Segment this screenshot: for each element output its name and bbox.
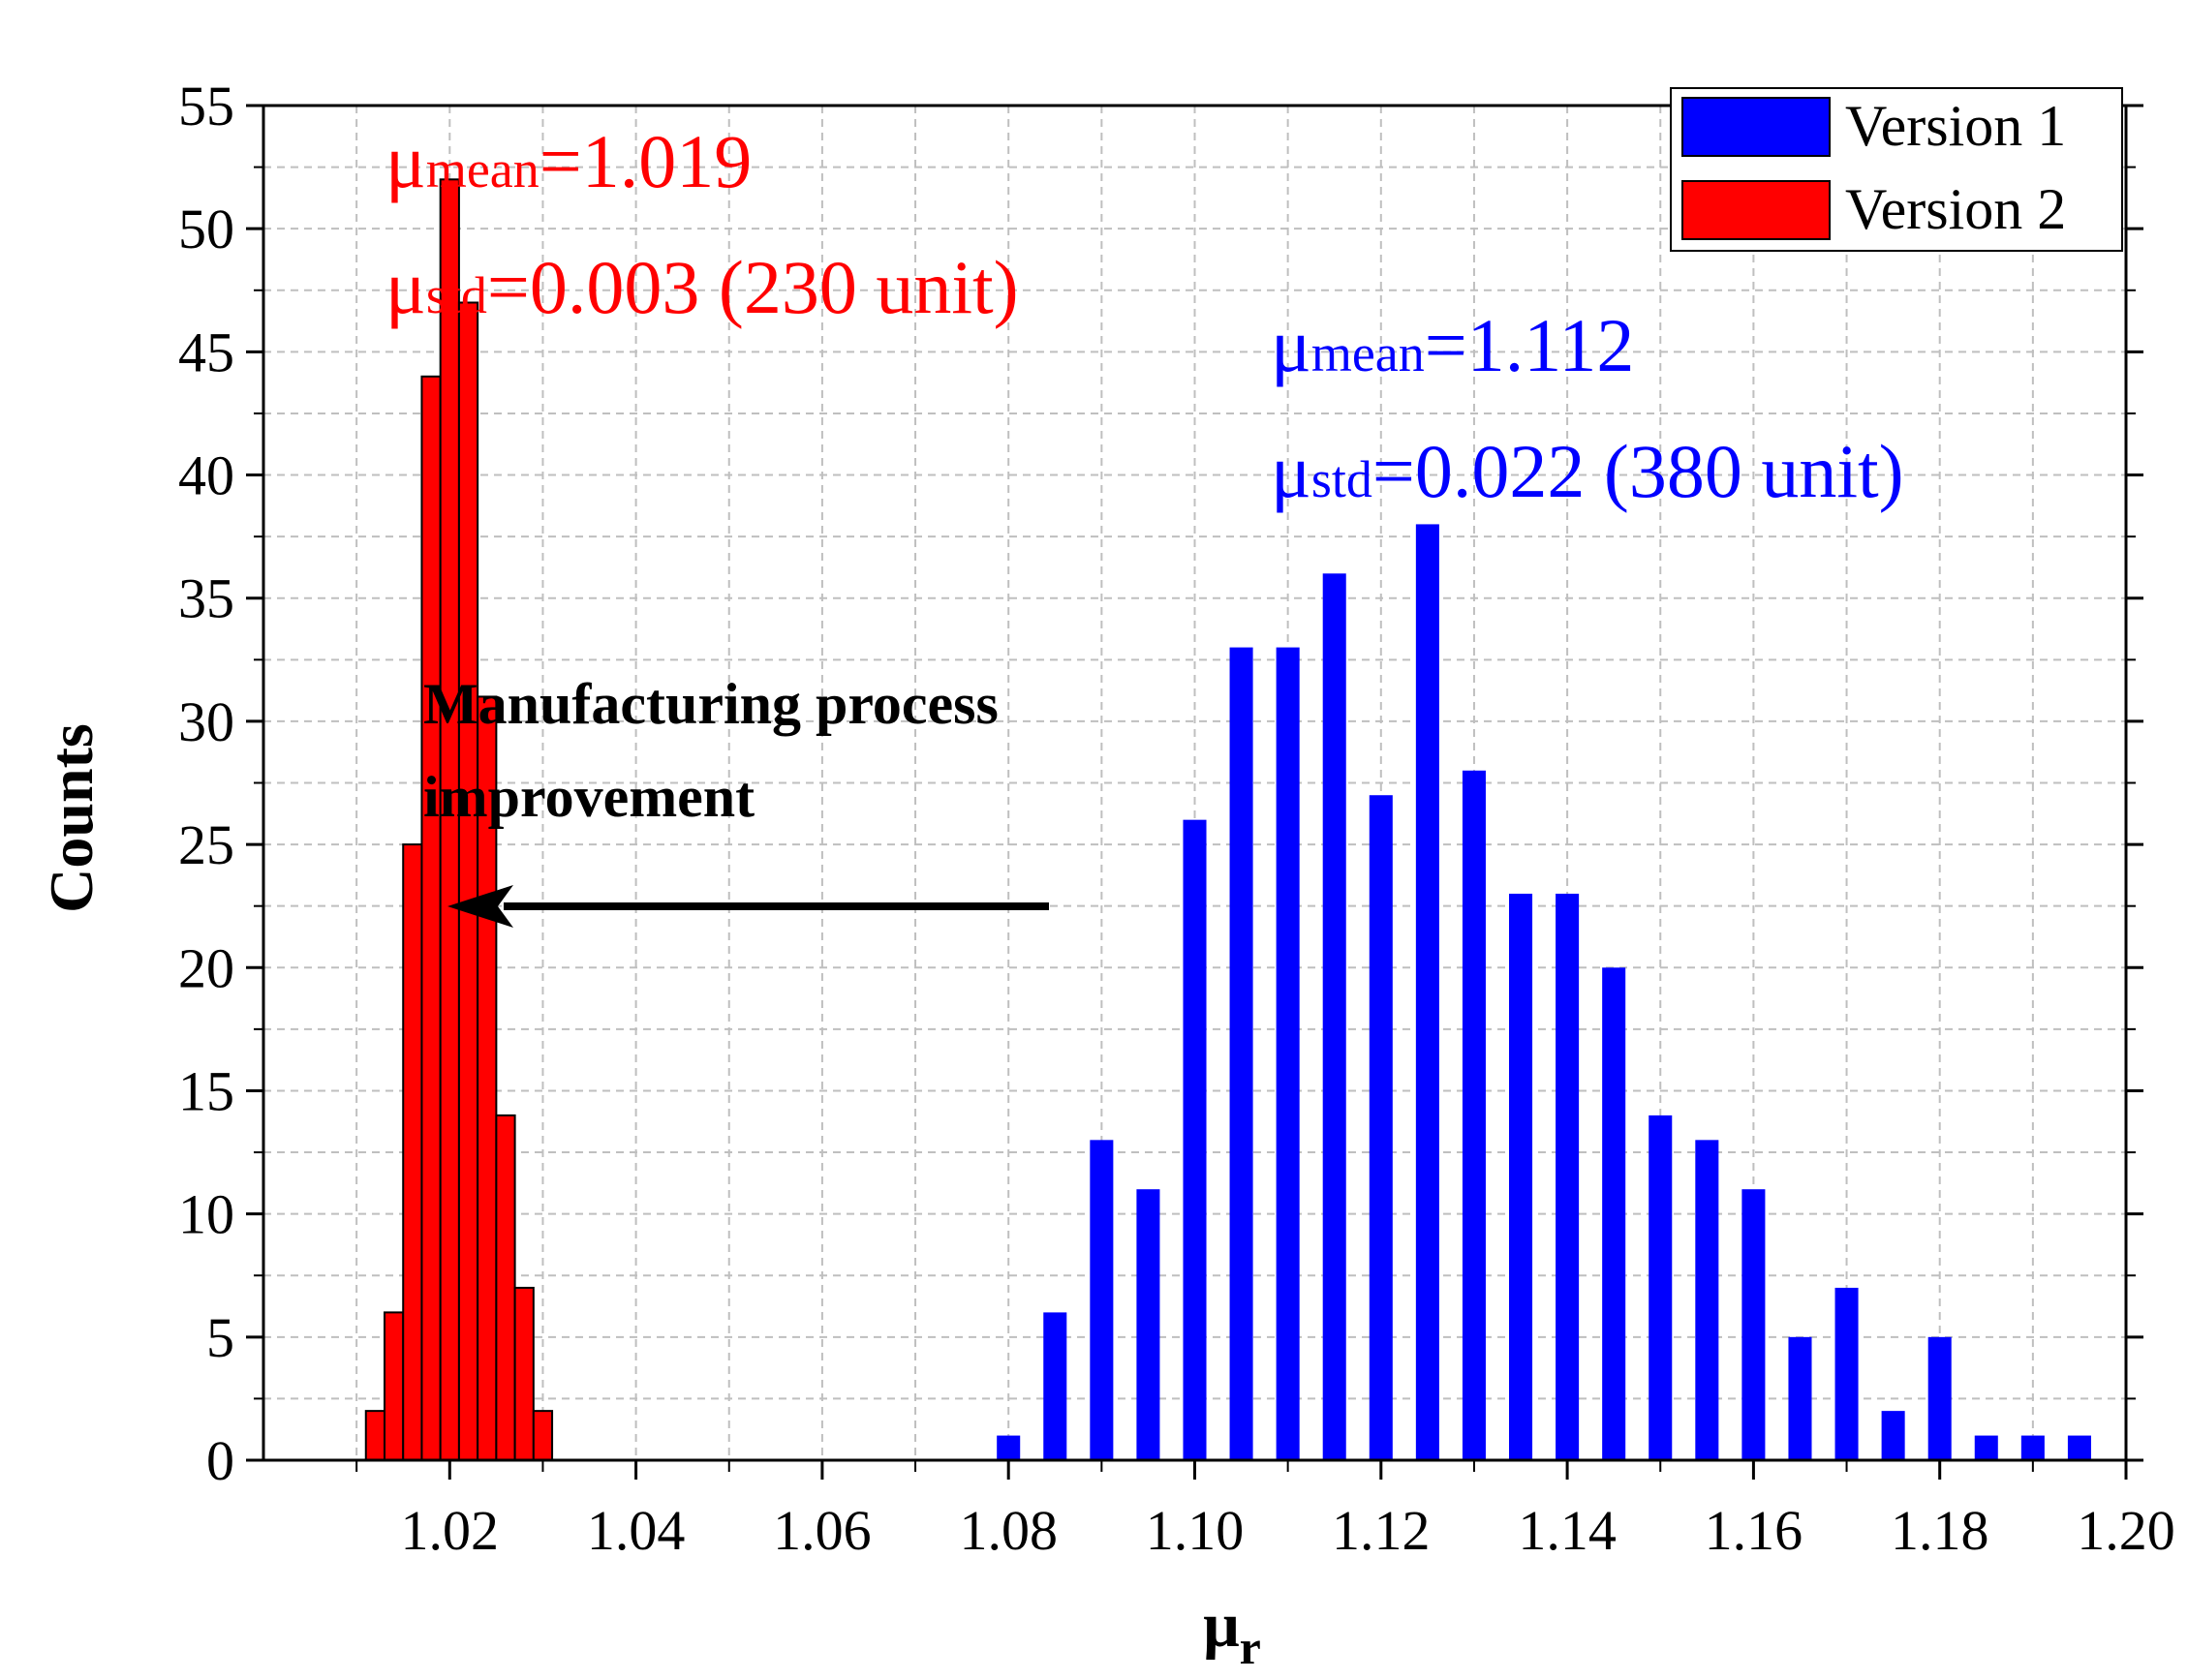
x-tick-label: 1.12 — [1332, 1499, 1431, 1562]
y-tick-label: 55 — [178, 75, 234, 137]
legend-label-version-1: Version 1 — [1845, 94, 2066, 158]
bar-version-1-14 — [1649, 1115, 1673, 1460]
bar-version-2-9 — [532, 1410, 554, 1462]
bar-version-1-21 — [1974, 1435, 1998, 1460]
bar-version-1-16 — [1741, 1189, 1766, 1460]
y-tick-label: 20 — [178, 936, 234, 999]
x-tick-label: 1.18 — [1891, 1499, 1989, 1562]
v1-std-annotation: μstd=0.022 (380 unit) — [1271, 429, 1904, 513]
v2-mean-mu: μ — [385, 119, 426, 203]
bar-version-1-9 — [1415, 524, 1439, 1460]
bar-version-1-11 — [1509, 893, 1533, 1460]
y-tick-label: 45 — [178, 321, 234, 383]
v1-std-value: =0.022 (380 unit) — [1372, 429, 1904, 513]
x-axis-label-sub: r — [1240, 1620, 1261, 1674]
bar-version-1-19 — [1881, 1411, 1905, 1460]
bar-version-1-23 — [2067, 1435, 2091, 1460]
y-tick-label: 0 — [206, 1429, 234, 1492]
bar-version-1-6 — [1276, 647, 1300, 1460]
y-tick-label: 5 — [206, 1306, 234, 1369]
bar-version-1-18 — [1834, 1287, 1859, 1460]
v1-mean-annotation: μmean=1.112 — [1271, 303, 1634, 387]
series-version-1 — [997, 524, 2091, 1460]
v2-std-mu: μ — [385, 245, 426, 329]
axis-ticks — [246, 104, 2143, 1480]
bar-version-1-7 — [1322, 573, 1346, 1460]
series-version-2 — [364, 178, 554, 1462]
y-tick-label: 40 — [178, 444, 234, 507]
y-tick-label: 10 — [178, 1183, 234, 1246]
x-tick-label: 1.02 — [401, 1499, 500, 1562]
x-tick-label: 1.08 — [959, 1499, 1058, 1562]
bar-version-1-17 — [1788, 1336, 1812, 1460]
y-tick-label: 15 — [178, 1059, 234, 1122]
x-axis-label-main: μ — [1203, 1590, 1239, 1661]
bar-version-2-7 — [495, 1114, 516, 1461]
bar-version-1-20 — [1927, 1336, 1952, 1460]
y-axis-label: Counts — [37, 723, 106, 913]
process-arrow — [447, 885, 1049, 928]
bar-version-1-4 — [1183, 819, 1207, 1460]
process-annotation-line-1: Manufacturing process — [423, 672, 999, 736]
v1-std-sub: std — [1311, 450, 1372, 508]
arrow-left-icon — [447, 885, 513, 928]
bar-version-2-8 — [513, 1286, 535, 1461]
y-tick-label: 30 — [178, 690, 234, 753]
bar-version-2-3 — [420, 375, 442, 1461]
bar-version-1-5 — [1229, 647, 1253, 1460]
v2-std-sub: std — [426, 266, 487, 324]
legend: Version 1 Version 2 — [1670, 87, 2123, 252]
legend-label-version-2: Version 2 — [1845, 177, 2066, 241]
bar-version-2-1 — [383, 1311, 405, 1462]
v2-std-annotation: μstd=0.003 (230 unit) — [385, 245, 1019, 329]
process-annotation-line-2: improvement — [423, 765, 755, 829]
x-tick-label: 1.16 — [1705, 1499, 1803, 1562]
x-tick-label: 1.10 — [1146, 1499, 1245, 1562]
y-tick-label: 50 — [178, 198, 234, 260]
bar-version-1-8 — [1369, 795, 1393, 1460]
bar-version-1-15 — [1695, 1140, 1719, 1460]
v1-mean-mu: μ — [1271, 303, 1311, 387]
bar-version-1-0 — [997, 1435, 1021, 1460]
bar-version-1-22 — [2020, 1435, 2045, 1460]
legend-swatch-version-2 — [1681, 180, 1831, 240]
x-axis-label: μr — [1203, 1590, 1261, 1674]
x-tick-label: 1.20 — [2077, 1499, 2175, 1562]
bar-version-2-2 — [402, 843, 423, 1461]
bar-version-2-5 — [457, 301, 479, 1461]
bar-version-1-1 — [1043, 1312, 1067, 1460]
y-tick-label: 35 — [178, 567, 234, 630]
v2-std-value: =0.003 (230 unit) — [487, 245, 1019, 329]
v2-mean-sub: mean — [426, 140, 539, 199]
bar-version-2-0 — [364, 1410, 385, 1462]
v2-mean-annotation: μmean=1.019 — [385, 119, 752, 203]
v1-mean-sub: mean — [1311, 324, 1425, 382]
bar-version-1-2 — [1090, 1140, 1114, 1460]
v1-std-mu: μ — [1271, 429, 1311, 513]
x-tick-label: 1.14 — [1518, 1499, 1617, 1562]
bar-version-1-12 — [1556, 893, 1580, 1460]
bar-version-1-10 — [1462, 770, 1486, 1460]
x-tick-label: 1.06 — [773, 1499, 872, 1562]
bar-version-1-3 — [1136, 1189, 1160, 1460]
x-tick-label: 1.04 — [587, 1499, 686, 1562]
tick-labels: 0 5 10 15 20 25 30 35 40 45 50 55 1.02 1.04 1.06 1.08 1.… — [178, 75, 2175, 1562]
v1-mean-value: =1.112 — [1425, 303, 1635, 387]
v2-mean-value: =1.019 — [539, 119, 753, 203]
legend-swatch-version-1 — [1681, 97, 1831, 157]
y-tick-label: 25 — [178, 813, 234, 876]
bar-version-1-13 — [1602, 967, 1626, 1460]
